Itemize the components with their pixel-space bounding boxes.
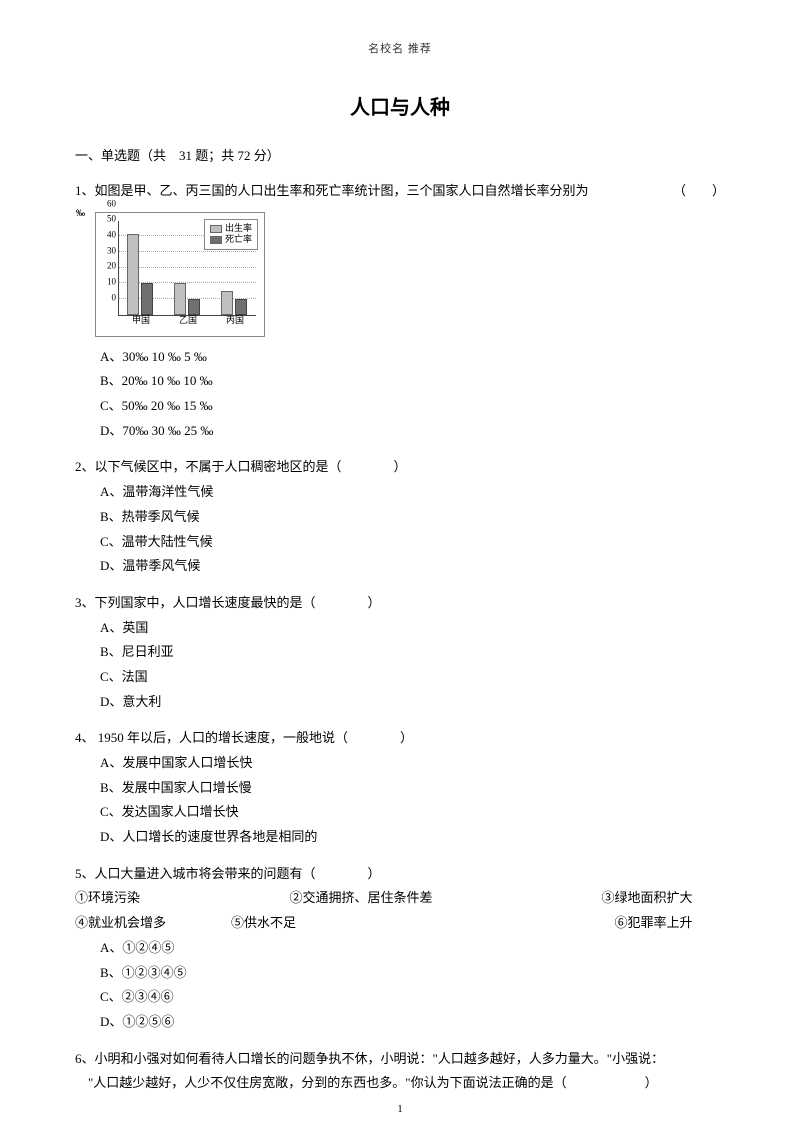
q6-text-2: "人口越少越好，人少不仅住房宽敞，分到的东西也多。"你认为下面说法正确的是（ ） (75, 1071, 725, 1096)
question-3: 3、下列国家中，人口增长速度最快的是（ ） A、英国 B、尼日利亚 C、法国 D… (75, 591, 725, 714)
question-6: 6、小明和小强对如何看待人口增长的问题争执不休，小明说："人口越多越好，人多力量… (75, 1047, 725, 1096)
chart-legend: 出生率 死亡率 (204, 219, 258, 250)
q2-opt-b: B、热带季风气候 (100, 505, 725, 530)
question-1: 1、如图是甲、乙、丙三国的人口出生率和死亡率统计图，三个国家人口自然增长率分别为… (75, 179, 725, 443)
page-title: 人口与人种 (75, 91, 725, 120)
q3-opt-d: D、意大利 (100, 690, 725, 715)
question-2: 2、以下气候区中，不属于人口稠密地区的是（ ） A、温带海洋性气候 B、热带季风… (75, 455, 725, 578)
question-4: 4、 1950 年以后，人口的增长速度，一般地说（ ） A、发展中国家人口增长快… (75, 726, 725, 849)
q6-text-1: 6、小明和小强对如何看待人口增长的问题争执不休，小明说："人口越多越好，人多力量… (75, 1047, 725, 1072)
q2-options: A、温带海洋性气候 B、热带季风气候 C、温带大陆性气候 D、温带季风气候 (75, 480, 725, 579)
q5-text: 5、人口大量进入城市将会带来的问题有（ ） (75, 862, 725, 887)
section-heading: 一、单选题（共 31 题；共 72 分） (75, 145, 725, 164)
q2-opt-a: A、温带海洋性气候 (100, 480, 725, 505)
q5-opt-b: B、①②③④⑤ (100, 961, 725, 986)
q2-opt-d: D、温带季风气候 (100, 554, 725, 579)
q1-opt-d: D、70‰ 30 ‰ 25 ‰ (100, 419, 725, 444)
q4-text: 4、 1950 年以后，人口的增长速度，一般地说（ ） (75, 726, 725, 751)
q2-text: 2、以下气候区中，不属于人口稠密地区的是（ ） (75, 455, 725, 480)
q1-opt-c: C、50‰ 20 ‰ 15 ‰ (100, 394, 725, 419)
q5-options: A、①②④⑤ B、①②③④⑤ C、②③④⑥ D、①②⑤⑥ (75, 936, 725, 1035)
q4-opt-b: B、发展中国家人口增长慢 (100, 776, 725, 801)
q5-opt-d: D、①②⑤⑥ (100, 1010, 725, 1035)
q4-opt-a: A、发展中国家人口增长快 (100, 751, 725, 776)
question-5: 5、人口大量进入城市将会带来的问题有（ ） ①环境污染 ②交通拥挤、居住条件差 … (75, 862, 725, 1035)
q4-options: A、发展中国家人口增长快 B、发展中国家人口增长慢 C、发达国家人口增长快 D、… (75, 751, 725, 850)
q3-options: A、英国 B、尼日利亚 C、法国 D、意大利 (75, 616, 725, 715)
q3-text: 3、下列国家中，人口增长速度最快的是（ ） (75, 591, 725, 616)
q5-items: ①环境污染 ②交通拥挤、居住条件差 ③绿地面积扩大 ④就业机会增多 ⑤供水不足 … (75, 886, 725, 935)
q5-opt-a: A、①②④⑤ (100, 936, 725, 961)
header-line: 名校名 推荐 (75, 40, 725, 56)
q5-opt-c: C、②③④⑥ (100, 985, 725, 1010)
q1-options: A、30‰ 10 ‰ 5 ‰ B、20‰ 10 ‰ 10 ‰ C、50‰ 20 … (75, 345, 725, 444)
q1-opt-b: B、20‰ 10 ‰ 10 ‰ (100, 369, 725, 394)
y-axis-unit: ‰ (76, 205, 85, 222)
q3-opt-b: B、尼日利亚 (100, 640, 725, 665)
q1-opt-a: A、30‰ 10 ‰ 5 ‰ (100, 345, 725, 370)
page-number: 1 (0, 1103, 800, 1115)
q4-opt-c: C、发达国家人口增长快 (100, 800, 725, 825)
q1-text: 1、如图是甲、乙、丙三国的人口出生率和死亡率统计图，三个国家人口自然增长率分别为… (75, 179, 725, 204)
q3-opt-c: C、法国 (100, 665, 725, 690)
q3-opt-a: A、英国 (100, 616, 725, 641)
q2-opt-c: C、温带大陆性气候 (100, 530, 725, 555)
q4-opt-d: D、人口增长的速度世界各地是相同的 (100, 825, 725, 850)
bar-chart: ‰ 0 10 20 30 40 50 60 甲国 乙国 (95, 212, 265, 337)
